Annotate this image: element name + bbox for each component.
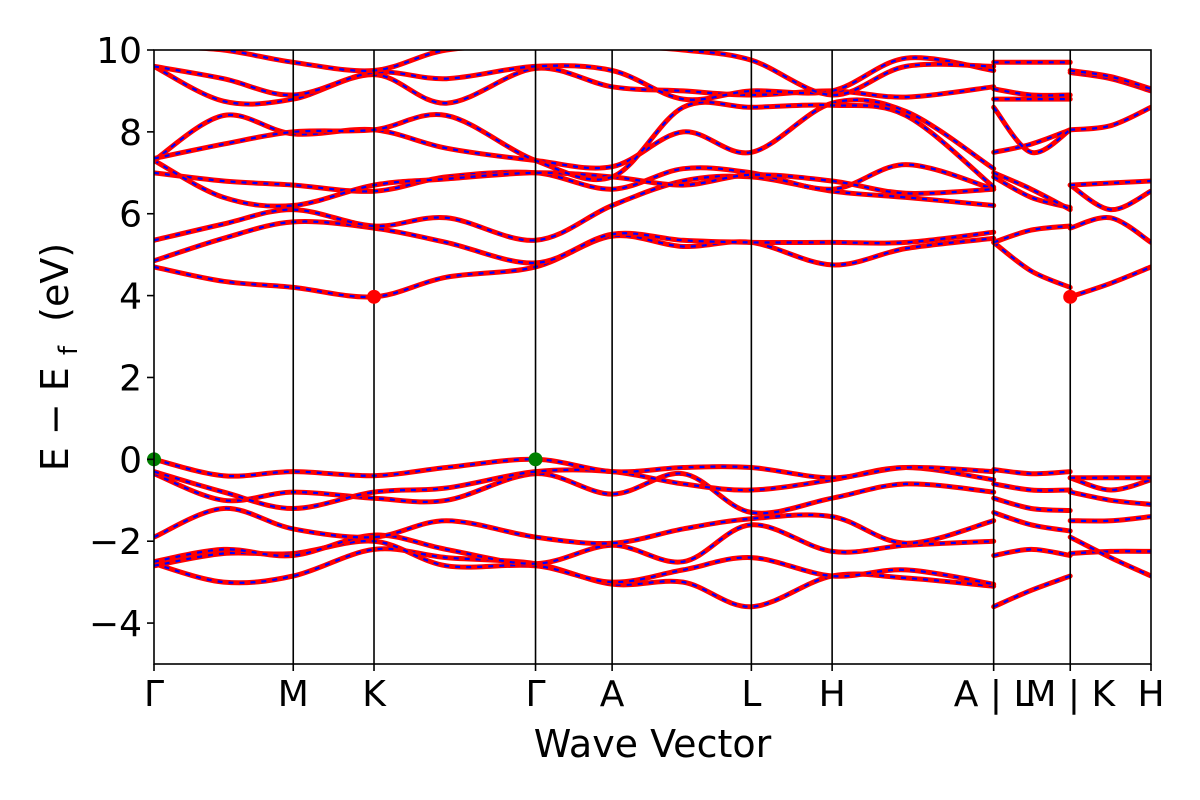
band-line-overlay-18 — [993, 548, 1071, 557]
band-line-36 — [1067, 475, 1151, 493]
y-tick-label-6: −2 — [89, 522, 142, 563]
band-line-42 — [1067, 104, 1151, 133]
band-line-23 — [991, 239, 1073, 290]
cbm-marker-2 — [367, 289, 382, 304]
band-line-overlay-33 — [1069, 536, 1151, 577]
band-line-overlay-6 — [154, 458, 994, 479]
band-line-overlay-14 — [154, 65, 994, 106]
band-line-overlay-20 — [993, 497, 1071, 512]
band-line-38 — [1067, 264, 1151, 300]
band-line-overlay-30 — [993, 87, 1071, 97]
y-tick-label-1: 8 — [119, 113, 142, 154]
y-axis-label-unit: (eV) — [33, 243, 77, 322]
band-line-19 — [991, 510, 1073, 534]
x-tick-label-2: K — [362, 674, 387, 715]
band-line-overlay-3 — [154, 507, 994, 545]
band-line-overlay-2 — [154, 523, 994, 565]
x-tick-label-0: Γ — [144, 674, 164, 715]
y-tick-label-5: 0 — [119, 440, 142, 481]
y-tick-label-4: 2 — [119, 358, 142, 399]
x-tick-label-7: A | L — [954, 674, 1034, 715]
x-tick-label-3: Γ — [526, 674, 546, 715]
band-line-30 — [991, 86, 1073, 98]
x-tick-label-1: M — [278, 674, 309, 715]
band-line-44 — [1067, 68, 1151, 92]
band-line-overlay-9 — [154, 175, 994, 242]
band-line-overlay-5 — [154, 466, 994, 510]
band-line-overlay-23 — [993, 241, 1071, 289]
y-axis-label: E − E f (eV) — [33, 243, 86, 471]
band-line-41 — [1067, 178, 1151, 188]
band-line-overlay-16 — [212, 50, 994, 97]
x-tick-label-8: M | K — [1025, 674, 1116, 715]
high-symmetry-lines — [292, 50, 1072, 664]
x-axis-ticks: Γ M K Γ A L H A | LM | K H — [144, 664, 1165, 715]
vbm-marker-1 — [528, 452, 543, 467]
x-tick-label-6: H — [819, 674, 846, 715]
band-line-overlay-24 — [993, 224, 1071, 244]
band-line-overlay-39 — [1069, 216, 1151, 244]
band-line-overlay-28 — [992, 106, 1071, 154]
x-tick-label-4: A — [600, 674, 625, 715]
band-line-overlay-22 — [993, 468, 1071, 475]
x-tick-label-9: H — [1137, 674, 1164, 715]
y-tick-label-2: 6 — [119, 195, 142, 236]
band-line-32 — [1067, 548, 1151, 556]
band-line-21 — [991, 481, 1073, 493]
y-tick-label-7: −4 — [89, 604, 142, 645]
band-line-overlay-8 — [154, 220, 994, 265]
band-lines — [154, 50, 1151, 610]
band-line-39 — [1067, 214, 1151, 245]
plot-frame — [153, 49, 1152, 665]
band-line-20 — [991, 495, 1073, 513]
band-line-overlay-10 — [154, 163, 994, 193]
band-line-16 — [190, 50, 997, 98]
x-axis-label: Wave Vector — [534, 722, 772, 766]
band-line-17 — [991, 573, 1073, 610]
band-line-overlay-15 — [154, 56, 994, 101]
band-line-35 — [1067, 489, 1151, 507]
x-tick-label-5: L — [741, 674, 761, 715]
band-line-34 — [1067, 514, 1151, 524]
band-line-overlay-27 — [993, 128, 1071, 154]
band-line-26 — [991, 170, 1073, 213]
y-tick-label-3: 4 — [119, 277, 142, 318]
band-line-overlay-13 — [154, 101, 995, 188]
y-axis-label-subscript: f — [54, 345, 84, 355]
y-tick-label-0: 10 — [96, 31, 142, 72]
cbm-marker-3 — [1063, 289, 1078, 304]
band-line-overlay-40 — [1069, 184, 1151, 211]
y-axis-ticks: 10 8 6 4 2 0 −2 −4 — [89, 31, 154, 645]
y-axis-label-main: E − E — [33, 367, 77, 471]
band-line-overlay-19 — [993, 511, 1071, 533]
band-line-overlay-21 — [993, 482, 1071, 492]
band-line-overlay-12 — [154, 98, 995, 170]
band-line-24 — [991, 223, 1073, 245]
